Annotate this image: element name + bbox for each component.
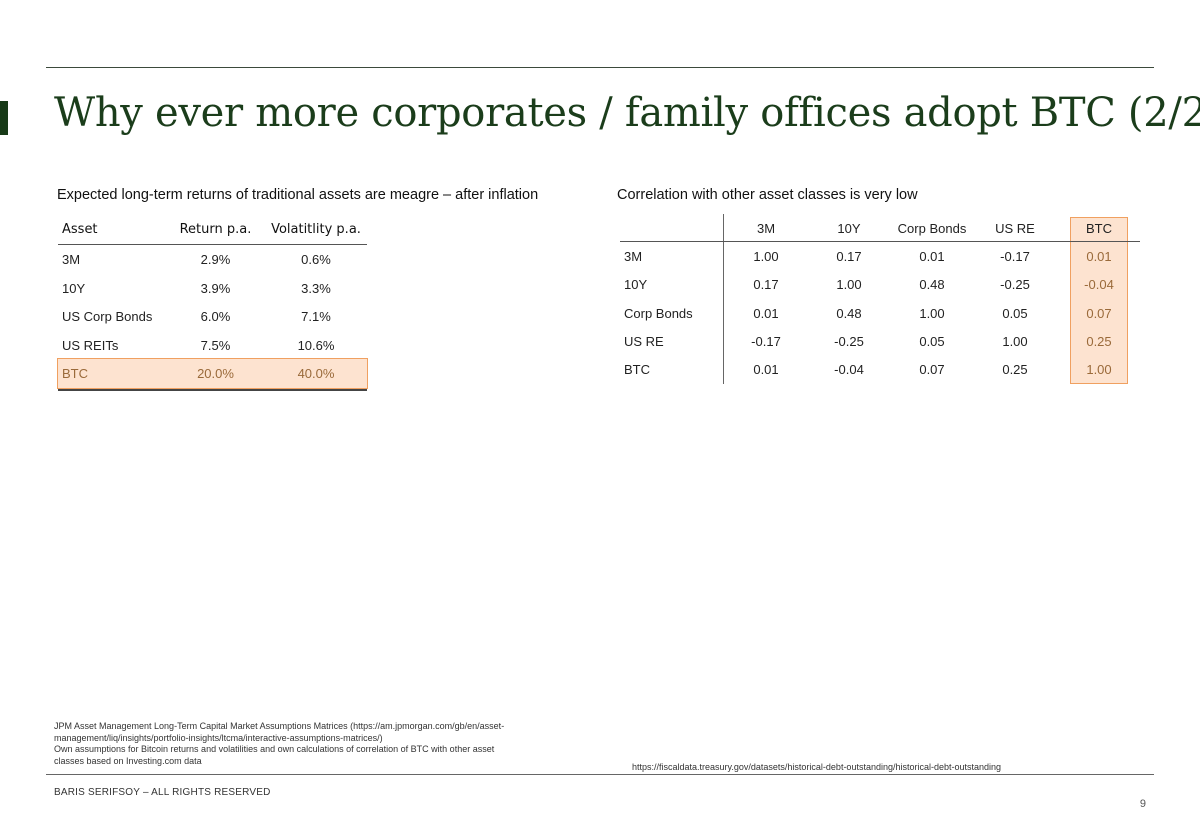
corr-value-btc: 0.25 (1086, 334, 1112, 349)
footnote-line: Own assumptions for Bitcoin returns and … (54, 744, 495, 754)
table-bottom-rule (58, 388, 367, 391)
corr-value-btc: 0.07 (1086, 306, 1112, 321)
bottom-divider (46, 774, 1154, 775)
asset-name: 10Y (62, 280, 86, 296)
corr-value: 0.01 (753, 362, 779, 377)
column-header-asset: Asset (62, 222, 98, 237)
column-header-return: Return p.a. (179, 222, 252, 237)
footnote-line: JPM Asset Management Long-Term Capital M… (54, 721, 505, 731)
footnote-line: classes based on Investing.com data (54, 755, 202, 766)
corr-value: 0.17 (753, 277, 779, 292)
correlation-table: 3M 10Y Corp Bonds US RE BTC 3M 1.00 0.17… (620, 214, 1140, 386)
return-value: 7.5% (200, 337, 231, 353)
corr-value: 0.05 (1002, 306, 1028, 321)
source-url: https://fiscaldata.treasury.gov/datasets… (632, 762, 1002, 772)
corr-col-header: US RE (995, 221, 1035, 236)
footnote-line: management/liq/insights/portfolio-insigh… (54, 732, 383, 743)
title-accent-bar (0, 101, 8, 135)
corr-value: 0.05 (919, 334, 945, 349)
top-divider (46, 67, 1154, 68)
corr-value: 0.48 (836, 306, 862, 321)
table-row: US Corp Bonds 6.0% 7.1% (58, 302, 367, 331)
corr-value-btc: 1.00 (1086, 362, 1112, 377)
corr-value: 0.25 (1002, 362, 1028, 377)
volatility-value: 7.1% (301, 309, 331, 324)
return-value: 2.9% (200, 252, 231, 267)
corr-value: 1.00 (753, 249, 779, 264)
corr-col-header: Corp Bonds (897, 221, 967, 236)
returns-table: Asset Return p.a. Volatitlity p.a. 3M 2.… (57, 216, 368, 391)
volatility-value: 40.0% (297, 366, 335, 381)
returns-table-header: Asset Return p.a. Volatitlity p.a. (58, 216, 367, 245)
header-divider (620, 241, 1140, 242)
corr-value: -0.25 (1000, 277, 1030, 292)
corr-value: 1.00 (836, 277, 862, 292)
corr-row-label: BTC (624, 362, 650, 377)
corr-row-label: Corp Bonds (624, 306, 693, 321)
copyright-notice: BARIS SERIFSOY – ALL RIGHTS RESERVED (54, 787, 271, 798)
asset-name: 3M (62, 252, 81, 267)
corr-col-header: 3M (756, 221, 776, 236)
source-footnote: JPM Asset Management Long-Term Capital M… (54, 721, 554, 767)
asset-name: US REITs (62, 337, 119, 353)
corr-value: 0.07 (919, 362, 945, 377)
page-number: 9 (1139, 798, 1146, 810)
table-row-btc-highlighted: BTC 20.0% 40.0% (57, 358, 368, 389)
return-value: 20.0% (197, 366, 234, 381)
correlation-heading: Correlation with other asset classes is … (617, 187, 918, 203)
volatility-value: 3.3% (301, 280, 331, 296)
corr-value: -0.25 (834, 334, 864, 349)
corr-col-header: 10Y (837, 221, 861, 236)
asset-name: US Corp Bonds (62, 309, 153, 324)
table-row: 3M 2.9% 0.6% (58, 245, 367, 274)
corr-col-header: BTC (1086, 221, 1112, 236)
corr-value-btc: 0.01 (1086, 249, 1112, 264)
column-header-volatility: Volatitlity p.a. (271, 222, 361, 237)
corr-row-label: 3M (624, 249, 643, 264)
return-value: 3.9% (200, 280, 231, 296)
corr-value: 0.01 (753, 306, 779, 321)
corr-value: -0.17 (751, 334, 781, 349)
asset-name: BTC (62, 366, 88, 381)
corr-row-label: US RE (624, 334, 664, 349)
volatility-value: 0.6% (301, 252, 331, 267)
corr-value: 1.00 (919, 306, 945, 321)
corr-value: 0.01 (919, 249, 945, 264)
corr-value: -0.04 (834, 362, 864, 377)
corr-value: 0.17 (836, 249, 862, 264)
returns-heading: Expected long-term returns of traditiona… (57, 187, 539, 203)
volatility-value: 10.6% (297, 337, 335, 353)
corr-row-label: 10Y (624, 277, 648, 292)
row-label-divider (723, 214, 724, 384)
corr-value: 0.48 (919, 277, 945, 292)
btc-column-highlight (1070, 217, 1128, 384)
corr-value: 1.00 (1002, 334, 1028, 349)
table-row: 10Y 3.9% 3.3% (58, 274, 367, 303)
corr-value-btc: -0.04 (1084, 277, 1114, 292)
corr-value: -0.17 (1000, 249, 1030, 264)
table-row: US REITs 7.5% 10.6% (58, 331, 367, 360)
return-value: 6.0% (200, 309, 231, 324)
slide-title: Why ever more corporates / family office… (54, 90, 1200, 136)
